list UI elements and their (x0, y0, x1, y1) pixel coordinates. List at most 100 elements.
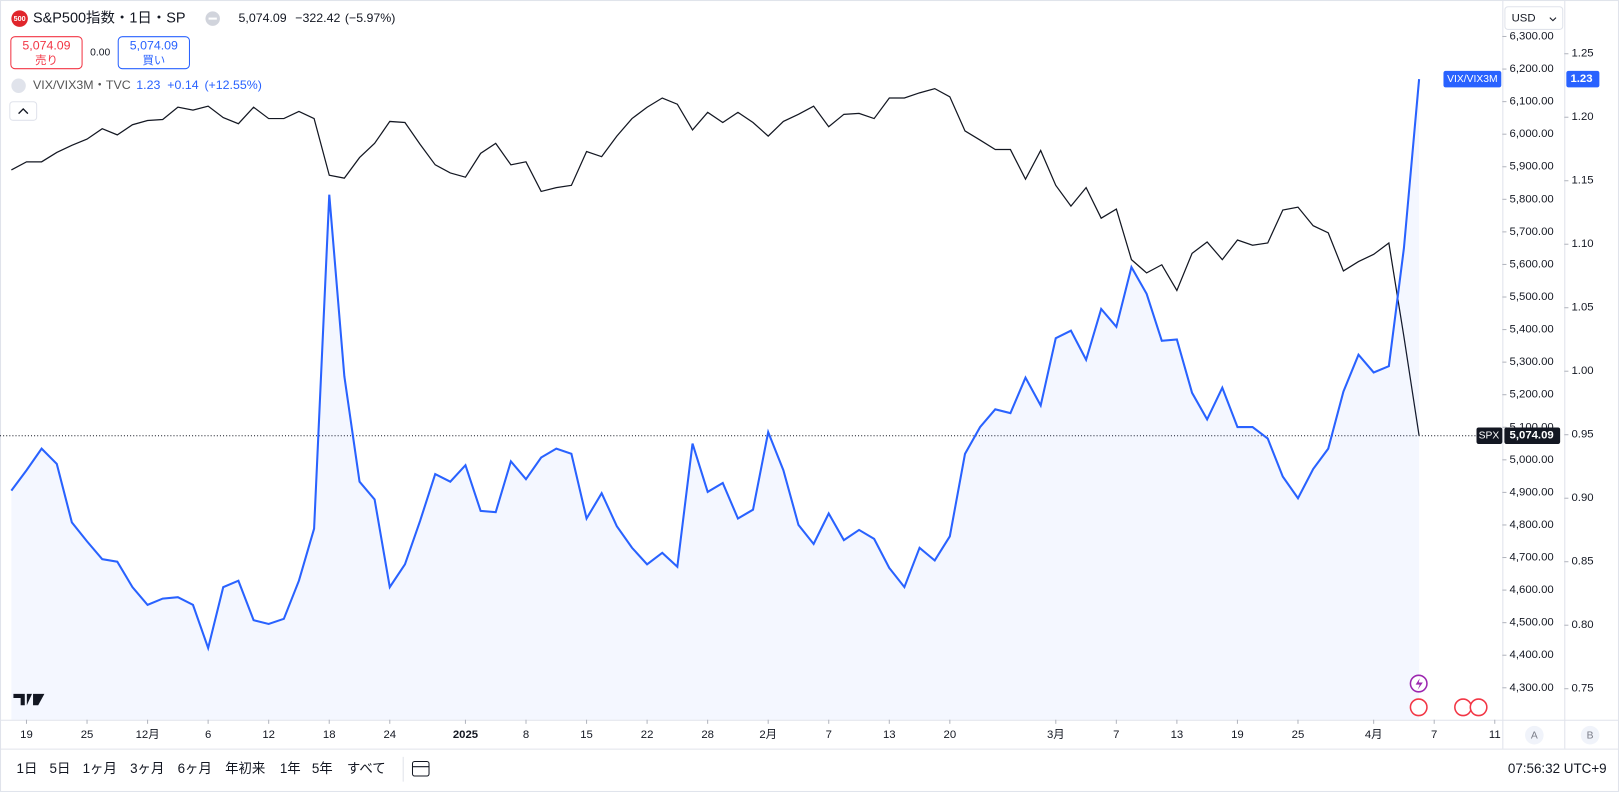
calendar-icon[interactable] (411, 760, 430, 777)
y2-tick-label: 0.80 (1572, 619, 1594, 631)
y2-tick-label: 1.00 (1572, 365, 1594, 377)
change-pct: (−5.97%) (345, 11, 396, 25)
y-tick-label: 5,600.00 (1510, 258, 1554, 270)
buy-price: 5,074.09 (130, 39, 178, 53)
range-button[interactable]: 5日 (50, 761, 71, 776)
toolbar: 1日 5日 1ヶ月 3ヶ月 6ヶ月 年初来 1年 5年 すべて (17, 761, 386, 776)
collapse-button[interactable] (9, 101, 38, 121)
y2-tick-label: 1.10 (1572, 238, 1594, 250)
logo (13, 693, 45, 706)
y2-tick-label: 0.90 (1572, 492, 1594, 504)
y-tick-label: 5,800.00 (1510, 193, 1554, 205)
price-tag-text: 5,074.09 (1510, 430, 1554, 442)
range-button[interactable]: 1ヶ月 (83, 761, 117, 776)
buy-label: 買い (143, 54, 166, 67)
price-tag-text: 1.23 (1570, 73, 1592, 85)
range-button[interactable]: 年初来 (225, 761, 265, 776)
y2-tick-label: 0.75 (1572, 683, 1594, 695)
y-tick-label: 6,300.00 (1510, 30, 1554, 42)
x-tick-label: 28 (701, 729, 714, 741)
compare-change: +0.14 (167, 78, 198, 92)
x-tick-label: 24 (383, 729, 396, 741)
y-tick-label: 4,700.00 (1510, 552, 1554, 564)
line (11, 87, 1420, 436)
y2-tick-label: 1.20 (1572, 111, 1594, 123)
x-tick-label: 2025 (453, 729, 478, 741)
y-tick-label: 5,700.00 (1510, 226, 1554, 238)
badge (11, 10, 28, 27)
event-icon[interactable] (1409, 698, 1428, 717)
x-tick-label: 12月 (136, 729, 160, 741)
x-tick-label: 22 (641, 729, 654, 741)
event-icon[interactable] (1469, 698, 1488, 717)
badge-text: 500 (14, 14, 26, 23)
y-tick-label: 5,200.00 (1510, 389, 1554, 401)
currency-button[interactable] (1504, 6, 1564, 30)
axes: 4,300.00 4,400.00 4,500.00 4,600.00 4,700.00… (20, 30, 1600, 741)
range-button[interactable]: 6ヶ月 (178, 761, 212, 776)
price-tag (1504, 427, 1561, 444)
x-tick-label: 7 (826, 729, 832, 741)
x-tick-label: 25 (81, 729, 94, 741)
x-tick-label: 20 (944, 729, 957, 741)
x-tick-label: 15 (580, 729, 593, 741)
sell-price: 5,074.09 (22, 39, 70, 53)
y-tick-label: 4,900.00 (1510, 486, 1554, 498)
y-tick-label: 5,900.00 (1510, 161, 1554, 173)
x-tick-label: 13 (883, 729, 896, 741)
compare-symbol[interactable]: VIX/VIX3M・TVC (33, 78, 131, 92)
x-tick-label: 19 (20, 729, 33, 741)
x-tick-label: 6 (205, 729, 211, 741)
y-tick-label: 5,300.00 (1510, 356, 1554, 368)
y-tick-label: 6,200.00 (1510, 63, 1554, 75)
buy-button[interactable] (117, 36, 190, 70)
currency: USD (1512, 13, 1536, 25)
compare-price: 1.23 (136, 78, 160, 92)
compare-pct: (+12.55%) (204, 78, 261, 92)
range-button[interactable]: 1年 (280, 761, 301, 776)
x-tick-label: 8 (523, 729, 529, 741)
scale-button-text: A (1531, 730, 1538, 741)
icon (11, 78, 26, 93)
price-tag (1566, 70, 1600, 88)
x-tick-label: 19 (1231, 729, 1244, 741)
area (11, 79, 1420, 720)
sell-button[interactable] (10, 36, 83, 70)
y-tick-label: 4,800.00 (1510, 519, 1554, 531)
x-tick-label: 3月 (1047, 729, 1065, 741)
range-button[interactable]: 3ヶ月 (130, 761, 164, 776)
scale-button[interactable] (1580, 725, 1600, 745)
series-tag-text: SPX (1479, 430, 1500, 441)
spread: 0.00 (90, 47, 110, 58)
y-tick-label: 5,400.00 (1510, 324, 1554, 336)
x-tick-label: 18 (323, 729, 336, 741)
event-icon (1415, 678, 1423, 690)
range-button[interactable]: 1日 (17, 761, 38, 776)
clock: 07:56:32 UTC+9 (1508, 761, 1607, 776)
range-button[interactable]: すべて (347, 761, 386, 776)
y-tick-label: 5,000.00 (1510, 454, 1554, 466)
scale-button-text: B (1587, 730, 1594, 741)
x-tick-label: 13 (1171, 729, 1184, 741)
series-tag-text: VIX/VIX3M (1447, 74, 1497, 85)
x-tick-label: 25 (1292, 729, 1305, 741)
y2-tick-label: 0.85 (1572, 556, 1594, 568)
event-icon[interactable] (1454, 698, 1473, 717)
symbol[interactable]: S&P500指数・1日・SP (33, 9, 185, 26)
range-button[interactable]: 5年 (312, 761, 333, 776)
line (10, 79, 1421, 652)
change: −322.42 (295, 11, 340, 25)
y-tick-label: 4,400.00 (1510, 649, 1554, 661)
y-tick-label: 4,300.00 (1510, 682, 1554, 694)
scale-button[interactable] (1525, 725, 1544, 745)
x-tick-label: 7 (1431, 729, 1437, 741)
x-tick-label: 2月 (759, 729, 777, 741)
y2-tick-label: 1.25 (1572, 48, 1594, 60)
x-tick-label: 11 (1489, 729, 1501, 741)
series-tag (1443, 70, 1502, 88)
y-tick-label: 4,600.00 (1510, 584, 1554, 596)
x-tick-label: 4月 (1365, 729, 1383, 741)
y-tick-label: 5,500.00 (1510, 291, 1554, 303)
